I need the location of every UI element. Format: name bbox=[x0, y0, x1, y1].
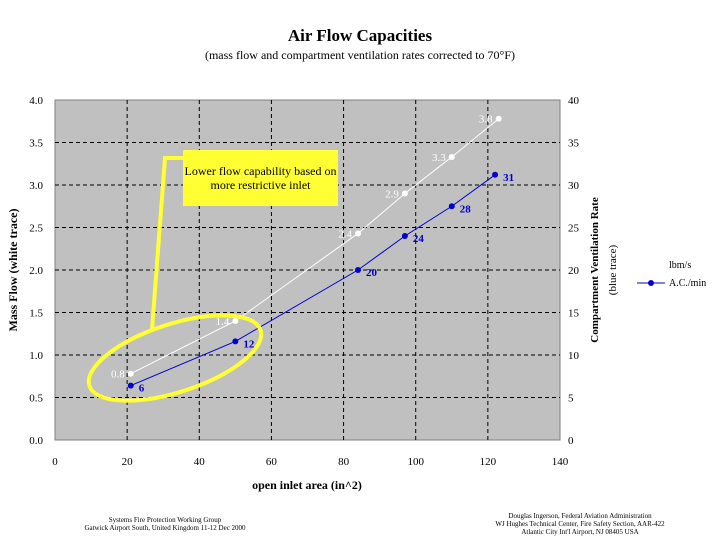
data-label-1: 20 bbox=[366, 267, 378, 279]
data-series: 0.8 1.4 2.4 2.9 3.3 3.8 6 12 20 24 28 31 bbox=[111, 114, 514, 395]
x-tick-label: 100 bbox=[407, 456, 424, 468]
footer-right-line-1: Douglas Ingerson, Federal Aviation Admin… bbox=[508, 512, 652, 520]
legend: lbm/s A.C./min bbox=[637, 256, 713, 292]
y-right-tick-label: 35 bbox=[568, 138, 580, 150]
series-point-0 bbox=[495, 115, 502, 122]
data-label-0: 0.8 bbox=[111, 369, 125, 381]
series-point-0 bbox=[355, 230, 361, 237]
series-point-1 bbox=[232, 338, 239, 345]
chart-subtitle: (mass flow and compartment ventilation r… bbox=[204, 48, 516, 62]
series-point-1 bbox=[401, 233, 408, 239]
series-point-0 bbox=[127, 370, 134, 377]
series-point-1 bbox=[127, 382, 134, 389]
x-tick-label: 140 bbox=[552, 456, 569, 468]
footer-right: Douglas Ingerson, Federal Aviation Admin… bbox=[470, 512, 690, 536]
y-axis-right-label-2: (blue trace) bbox=[607, 244, 619, 295]
y-right-tick-label: 30 bbox=[568, 180, 580, 192]
legend-swatch-white bbox=[637, 260, 665, 270]
y-left-tick-label: 1.0 bbox=[29, 350, 43, 362]
data-label-0: 3.8 bbox=[479, 114, 493, 126]
y-left-tick-label: 0.0 bbox=[29, 435, 43, 447]
legend-item-ventilation: A.C./min bbox=[637, 274, 713, 292]
x-tick-label: 40 bbox=[194, 456, 206, 468]
axis-ticks: 0 20 40 60 80 100 120 1400.00.51.01.52.02.53.03… bbox=[29, 95, 579, 468]
y-right-tick-label: 15 bbox=[568, 308, 580, 320]
legend-item-mass-flow: lbm/s bbox=[637, 256, 713, 274]
y-axis-right-label: Compartment Ventilation Rate bbox=[589, 197, 601, 343]
data-label-1: 24 bbox=[413, 233, 425, 245]
series-point-1 bbox=[492, 171, 499, 178]
y-left-tick-label: 2.0 bbox=[29, 265, 43, 277]
footer-right-line-2: WJ Hughes Technical Center, Fire Safety … bbox=[495, 520, 665, 528]
legend-label-mass-flow: lbm/s bbox=[669, 259, 692, 271]
callout-box: Lower flow capability based on more rest… bbox=[183, 150, 338, 206]
x-tick-label: 60 bbox=[266, 456, 278, 468]
data-label-1: 6 bbox=[139, 383, 145, 395]
data-label-1: 12 bbox=[243, 338, 255, 350]
grid-lines bbox=[55, 100, 560, 440]
x-tick-label: 120 bbox=[480, 456, 497, 468]
footer-left-line-1: Systems Fire Protection Working Group bbox=[108, 516, 222, 524]
data-label-0: 2.4 bbox=[338, 228, 352, 240]
y-right-tick-label: 10 bbox=[568, 350, 580, 362]
data-label-1: 31 bbox=[503, 172, 514, 184]
y-right-tick-label: 20 bbox=[568, 265, 580, 277]
legend-swatch-blue bbox=[637, 278, 665, 288]
y-left-tick-label: 1.5 bbox=[29, 308, 43, 320]
legend-label-ventilation: A.C./min bbox=[669, 277, 707, 289]
x-tick-label: 20 bbox=[122, 456, 134, 468]
y-axis-left-label: Mass Flow (white trace) bbox=[6, 209, 20, 332]
highlight-ellipse bbox=[86, 313, 264, 403]
series-point-0 bbox=[232, 318, 239, 324]
y-left-tick-label: 2.5 bbox=[29, 223, 43, 235]
chart-title: Air Flow Capacities bbox=[287, 26, 433, 45]
footer-left-line-2: Gatwick Airport South, United Kingdom 11… bbox=[84, 524, 246, 532]
data-label-0: 2.9 bbox=[385, 189, 399, 201]
series-point-0 bbox=[448, 153, 455, 160]
y-left-tick-label: 3.5 bbox=[29, 138, 43, 150]
y-left-tick-label: 3.0 bbox=[29, 180, 43, 192]
y-right-tick-label: 25 bbox=[568, 223, 580, 235]
series-point-0 bbox=[401, 190, 408, 197]
series-line-0 bbox=[130, 118, 499, 375]
footer-right-line-3: Atlantic City Int'l Airport, NJ 08405 US… bbox=[521, 528, 639, 536]
x-axis-label: open inlet area (in^2) bbox=[252, 478, 362, 492]
y-right-tick-label: 40 bbox=[568, 95, 580, 107]
y-left-tick-label: 0.5 bbox=[29, 393, 43, 405]
data-label-1: 28 bbox=[460, 203, 472, 215]
series-line-1 bbox=[130, 174, 496, 387]
data-label-0: 3.3 bbox=[432, 152, 446, 164]
data-label-0: 1.4 bbox=[216, 316, 230, 328]
y-right-tick-label: 0 bbox=[568, 435, 574, 447]
series-point-1 bbox=[448, 203, 455, 210]
callout-pointer bbox=[150, 156, 183, 331]
x-tick-label: 80 bbox=[338, 456, 350, 468]
footer-left: Systems Fire Protection Working Group Ga… bbox=[55, 516, 275, 532]
series-point-1 bbox=[355, 267, 361, 273]
y-left-tick-label: 4.0 bbox=[29, 95, 43, 107]
y-right-tick-label: 5 bbox=[568, 393, 574, 405]
x-tick-label: 0 bbox=[52, 456, 58, 468]
